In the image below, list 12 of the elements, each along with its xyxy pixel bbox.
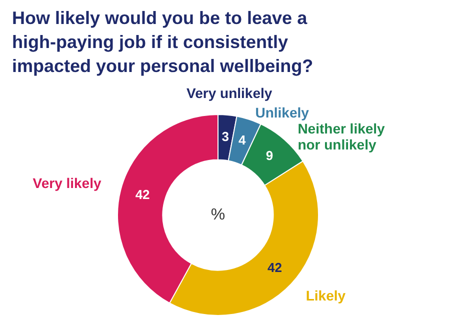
data-label: 42 [135,187,150,202]
slice-label: Neither likely nor unlikely [298,120,386,152]
slice-label: Unlikely [255,104,310,120]
data-label: 9 [266,148,274,164]
data-label: 3 [222,129,229,144]
slice-label: Very unlikely [186,84,272,101]
data-label: 42 [268,260,282,275]
data-label: 4 [238,132,246,148]
text: % [210,206,226,224]
chart-title: How likely would you be to leave a high-paying job if it consistently impacted your personal wellbeing? [12,7,314,78]
slice-label: Likely [306,287,346,304]
slice-label: Very likely [32,174,102,191]
